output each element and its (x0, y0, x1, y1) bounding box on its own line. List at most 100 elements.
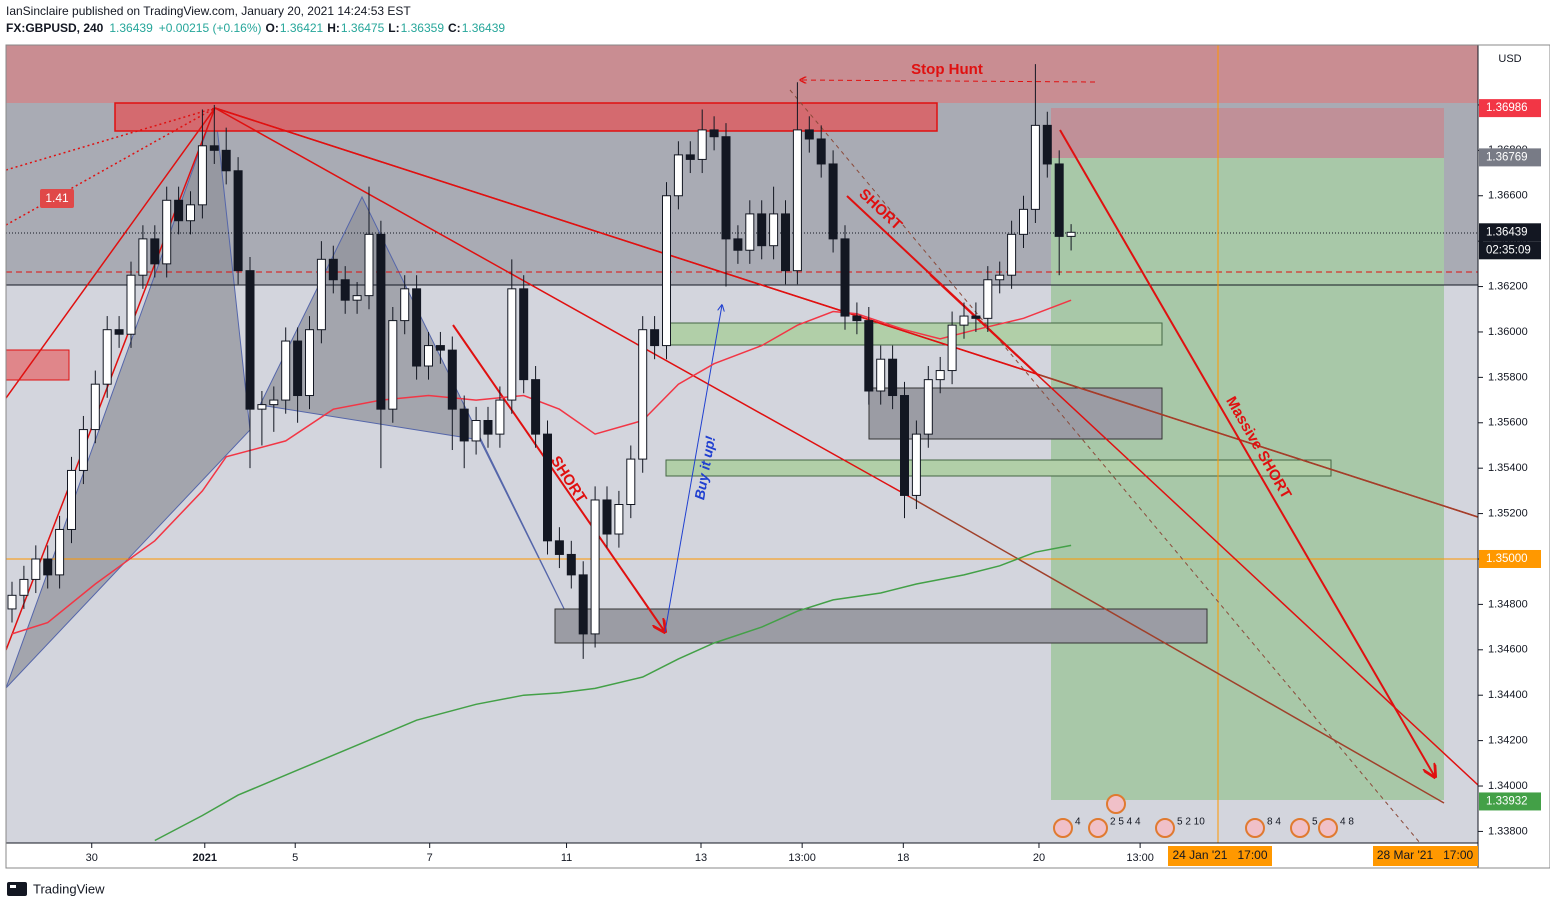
header-text: 1.36439 (462, 21, 506, 35)
candle-body (745, 213, 755, 251)
candle-body (293, 340, 303, 397)
header-text: C: (448, 21, 461, 35)
frame (5, 44, 1550, 869)
candle-body (614, 504, 624, 535)
arrow (1059, 129, 1435, 777)
event-count: 8 4 (1267, 817, 1281, 828)
candle-body (162, 199, 172, 265)
candle-body (138, 238, 148, 276)
x-tick-label: 11 (561, 852, 572, 864)
trend-line (214, 107, 911, 498)
y-tick-label: 1.35200 (1488, 507, 1528, 519)
price-tag (1479, 549, 1541, 568)
candle-body (412, 288, 422, 367)
trend-line (6, 107, 216, 399)
candle-body (186, 204, 195, 222)
candle-body (578, 574, 588, 635)
event-count: 5 (1312, 817, 1318, 828)
fib-line (6, 107, 216, 171)
y-tick-label: 1.34400 (1488, 689, 1528, 701)
candle-body (554, 540, 564, 555)
candle-body (257, 404, 267, 410)
demand-zone (665, 459, 1332, 477)
arrow (452, 324, 665, 632)
candle-body (305, 329, 314, 397)
arrow (664, 305, 722, 633)
y-tick-label: 1.34800 (1488, 598, 1528, 610)
candle-body (911, 433, 921, 496)
candle-body (828, 163, 838, 240)
candle-body (709, 129, 719, 138)
candle-body (483, 420, 493, 435)
header-text: 1.36475 (341, 21, 385, 35)
price-tag-label: 1.36769 (1486, 151, 1528, 163)
candle-body (150, 238, 160, 265)
candle-body (269, 399, 279, 406)
header-text: L: (388, 21, 399, 35)
candle-body (543, 433, 552, 542)
dashed-line (789, 89, 1421, 843)
candle-body (531, 379, 541, 435)
candle-body (471, 420, 481, 442)
date-label: 28 Mar '21 17:00 (1377, 848, 1474, 862)
candle-body (983, 279, 993, 319)
candle-body (852, 315, 862, 322)
event-count: 4 8 (1340, 817, 1354, 828)
date-label: 24 Jan '21 17:00 (1172, 848, 1267, 862)
event-icon (1053, 818, 1073, 838)
candle-body (245, 270, 255, 410)
price-tag-label: 1.33932 (1486, 795, 1528, 807)
candle-body (102, 329, 112, 385)
candle-body (638, 329, 648, 460)
candle-body (1030, 124, 1040, 210)
candle-body (90, 383, 100, 431)
event-icon (1245, 818, 1265, 838)
candle-body (733, 238, 743, 251)
price-tag (1479, 99, 1541, 118)
candle-body (55, 528, 65, 576)
header-text: 1.36439 (109, 21, 153, 35)
candle-body (697, 129, 707, 160)
y-tick-label: 1.34000 (1488, 780, 1528, 792)
x-tick-label: 30 (86, 852, 98, 864)
candle-body (757, 213, 767, 247)
candle-body (424, 345, 433, 367)
x-tick-label: 18 (897, 852, 909, 864)
candle-body (364, 233, 374, 297)
header-text: H: (327, 21, 340, 35)
candle-body (328, 258, 338, 281)
candle-body (602, 499, 612, 535)
y-tick-label: 1.35600 (1488, 417, 1528, 429)
price-tag-label: 1.36439 (1486, 226, 1528, 238)
candle-body (519, 288, 529, 381)
candle-body (495, 399, 505, 435)
annotation: Stop Hunt (911, 61, 983, 78)
candle-body (781, 213, 790, 272)
event-icon (1290, 818, 1310, 838)
candle-body (792, 129, 802, 272)
trend-line (1039, 374, 1478, 518)
brand: TradingView (33, 881, 105, 896)
event-count: 4 (1075, 817, 1081, 828)
candle-body (281, 340, 291, 401)
x-tick-label: 5 (292, 852, 298, 864)
y-tick-label: 1.35400 (1488, 462, 1528, 474)
candle-body (221, 149, 231, 172)
candle-body (650, 329, 660, 347)
candle-body (1042, 124, 1052, 165)
candle-body (316, 258, 326, 331)
x-tick-label: 20 (1033, 852, 1045, 864)
target-zone (1051, 158, 1444, 800)
candle-body (959, 315, 969, 326)
candle-body (804, 129, 814, 140)
candle-body (816, 138, 826, 165)
price-tag (1479, 148, 1541, 167)
candle-body (995, 274, 1005, 281)
y-tick-label: 1.35800 (1488, 371, 1528, 383)
candle-body (67, 469, 76, 530)
resistance-band (6, 45, 1478, 103)
candle-body (174, 199, 184, 222)
candle-body (673, 154, 683, 197)
drawings (6, 45, 1478, 843)
candle-body (233, 170, 243, 272)
